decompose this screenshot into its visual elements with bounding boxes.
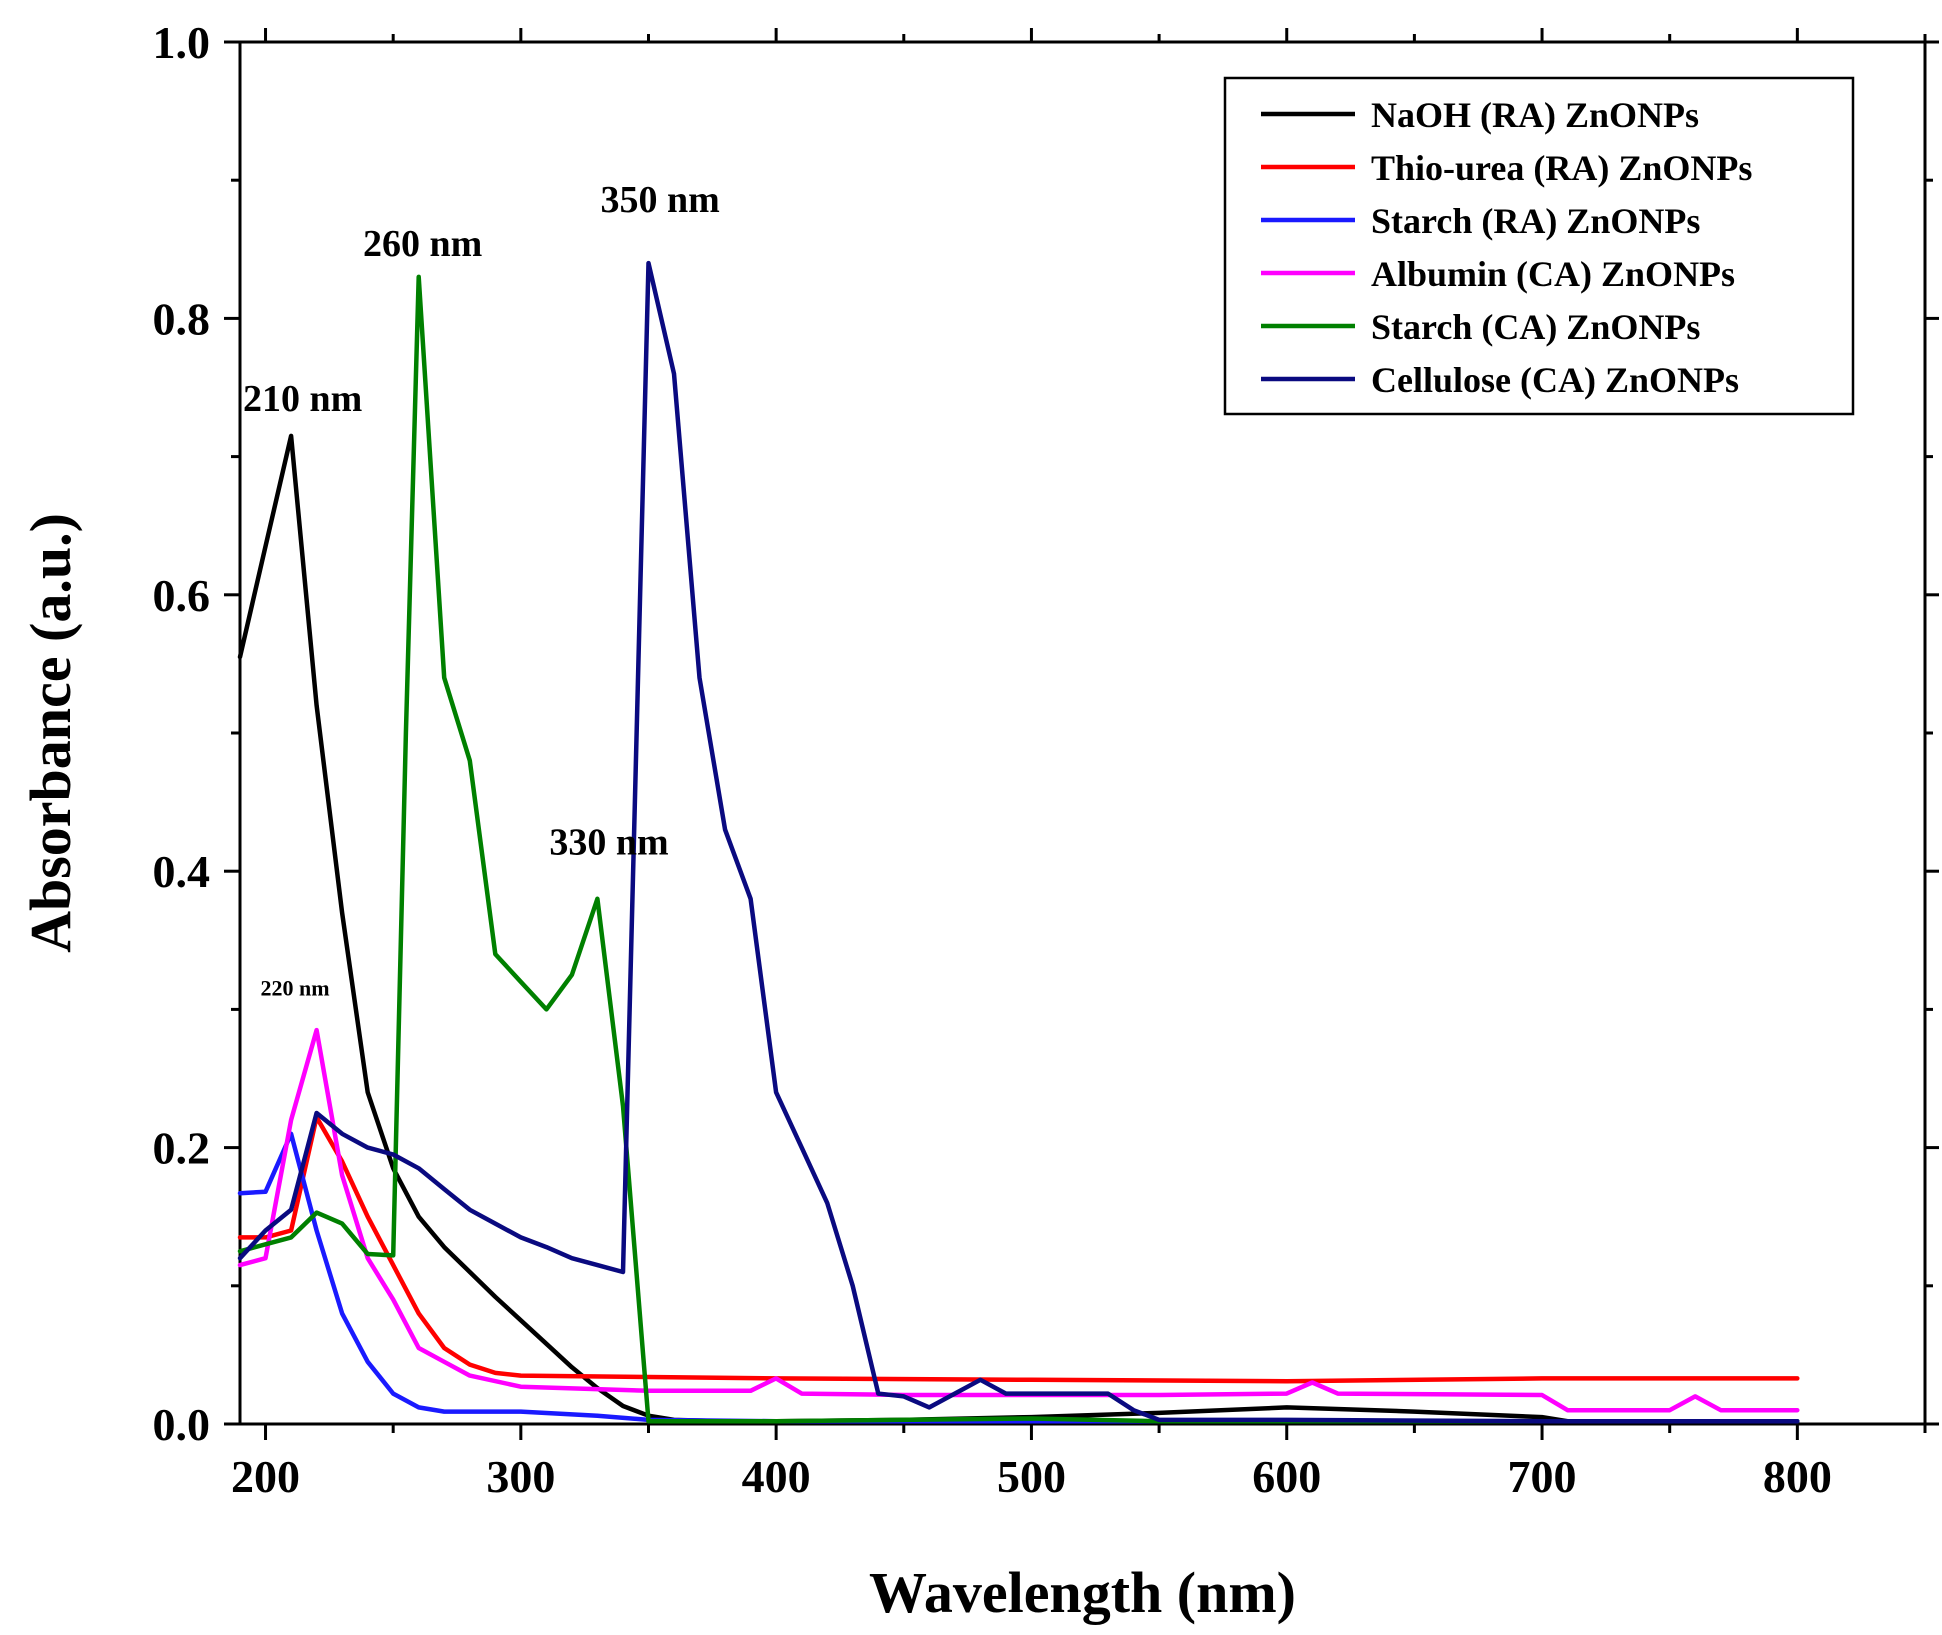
series-line-5 xyxy=(237,274,1800,1424)
x-tick-label: 700 xyxy=(1508,1451,1577,1502)
x-axis-title: Wavelength (nm) xyxy=(869,1560,1296,1625)
peak-annotation: 260 nm xyxy=(363,223,482,265)
x-tick-label: 500 xyxy=(997,1451,1066,1502)
series-layer xyxy=(237,260,1800,1424)
y-tick-label: 0.4 xyxy=(153,846,211,897)
y-axis-title: Absorbance (a.u.) xyxy=(18,513,83,953)
legend-label: Thio-urea (RA) ZnONPs xyxy=(1371,148,1752,188)
x-tick-label: 200 xyxy=(231,1451,300,1502)
y-tick-label: 1.0 xyxy=(153,17,211,68)
y-tick-label: 0.0 xyxy=(153,1399,211,1450)
legend: NaOH (RA) ZnONPs Thio-urea (RA) ZnONPs Sta… xyxy=(1223,76,1855,416)
series-line-6 xyxy=(237,260,1800,1424)
y-tick-label: 0.8 xyxy=(153,293,211,344)
x-tick-label: 300 xyxy=(486,1451,555,1502)
peak-annotation: 350 nm xyxy=(600,179,719,221)
y-tick-label: 0.2 xyxy=(153,1123,211,1174)
peak-annotation: 220 nm xyxy=(261,976,330,1001)
series-line-4 xyxy=(237,1027,1800,1413)
x-tick-label: 800 xyxy=(1763,1451,1832,1502)
y-tick-label: 0.6 xyxy=(153,570,211,621)
legend-label: Starch (RA) ZnONPs xyxy=(1371,201,1700,241)
annotation-layer: 210 nm 260 nm 350 nm 330 nm 220 nm xyxy=(243,179,720,1001)
legend-label: Starch (CA) ZnONPs xyxy=(1371,307,1700,347)
plot-layer: 200 300 400 500 600 700 800 0.0 0.2 0.4 0.6 0.8 1.0 W… xyxy=(18,17,1939,1625)
legend-label: Cellulose (CA) ZnONPs xyxy=(1371,360,1739,400)
x-tick-label: 400 xyxy=(742,1451,811,1502)
legend-box xyxy=(1223,76,1855,416)
peak-annotation: 330 nm xyxy=(549,822,668,864)
legend-label: NaOH (RA) ZnONPs xyxy=(1371,95,1699,135)
peak-annotation: 210 nm xyxy=(243,378,362,420)
x-tick-label: 600 xyxy=(1252,1451,1321,1502)
legend-label: Albumin (CA) ZnONPs xyxy=(1371,254,1735,294)
